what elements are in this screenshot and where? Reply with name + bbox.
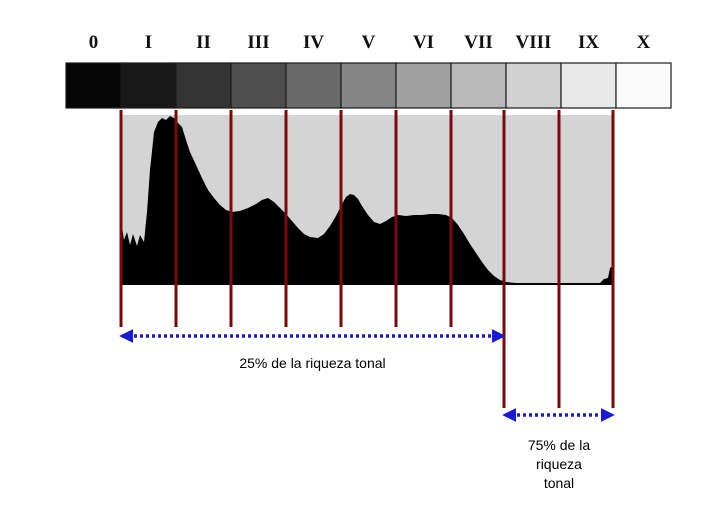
zone-swatch-strip [65,62,672,109]
caption-75-percent-line-1: 75% de la [527,437,591,453]
zone-label-10: X [637,32,651,53]
caption-75-percent-line-3: tonal [543,475,575,491]
zone-swatch-8 [505,62,562,109]
zone-swatch-2 [175,62,232,109]
zone-swatch-7 [450,62,507,109]
zone-swatch-9 [560,62,617,109]
zone-label-6: VI [413,32,434,53]
zone-swatch-3 [230,62,287,109]
caption-25-percent-text: 25% de la riqueza tonal [239,355,386,371]
zone-label-1: I [145,32,152,53]
caption-25-percent: 25% de la riqueza tonal [190,354,435,373]
zone-label-4: IV [303,32,324,53]
zone-label-3: III [247,32,269,53]
zone-label-0: 0 [89,32,99,53]
caption-75-percent-line-2: riqueza [536,456,582,472]
zone-swatch-10 [615,62,672,109]
zone-label-8: VIII [516,32,552,53]
zone-label-5: V [362,32,376,53]
histogram-fill [121,116,613,285]
zone-labels: 0 I II III IV V VI VII VIII IX X [89,32,651,53]
zone-marker-lines [119,110,615,408]
zone-swatch-5 [340,62,397,109]
zone-label-2: II [196,32,211,53]
caption-75-percent: 75% de la riqueza tonal [500,436,618,493]
zone-swatch-4 [285,62,342,109]
zone-swatch-6 [395,62,452,109]
zone-swatch-0 [65,62,122,109]
zone-swatch-1 [120,62,177,109]
zone-label-9: IX [578,32,599,53]
zone-label-7: VII [464,32,493,53]
